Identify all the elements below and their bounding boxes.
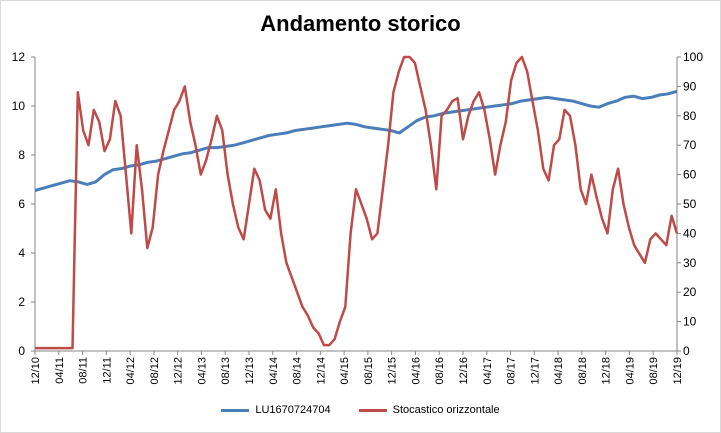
x-tick-label: 08/14 [292,357,304,385]
right-tick-label: 40 [683,226,697,240]
x-tick-label: 12/19 [672,357,684,385]
x-tick-label: 08/18 [577,357,589,385]
right-tick-label: 60 [683,168,697,182]
x-tick-label: 12/10 [30,357,42,385]
x-tick-label: 04/15 [339,357,351,385]
right-tick-label: 50 [683,197,697,211]
right-tick-label: 90 [683,79,697,93]
right-tick-label: 0 [683,344,690,358]
x-tick-label: 04/19 [624,357,636,385]
x-tick-label: 04/13 [196,357,208,385]
x-tick-label: 08/12 [149,357,161,385]
right-tick-label: 10 [683,315,697,329]
legend-item-series-2: Stocastico orizzontale [358,404,500,416]
legend-label-series-2: Stocastico orizzontale [392,404,500,416]
left-tick-label: 12 [12,50,26,64]
legend-swatch-blue [221,408,250,412]
x-tick-label: 12/11 [101,357,113,384]
x-tick-label: 04/12 [125,357,137,385]
x-tick-label: 12/18 [601,357,613,385]
left-tick-label: 4 [18,246,25,260]
x-tick-label: 08/13 [220,357,232,385]
x-tick-label: 12/12 [173,357,185,385]
legend-label-series-1: LU1670724704 [255,404,331,416]
right-tick-label: 100 [683,50,703,64]
x-tick-label: 08/15 [363,357,375,385]
series-line-1 [34,89,678,192]
right-tick-label: 80 [683,109,697,123]
x-tick-label: 08/16 [434,357,446,385]
right-tick-label: 30 [683,256,697,270]
chart-title: Andamento storico [260,11,461,36]
series-line-2 [35,55,679,350]
left-tick-label: 2 [18,295,25,309]
left-tick-label: 8 [18,148,25,162]
x-tick-label: 04/14 [268,357,280,385]
x-tick-label: 08/11 [78,357,90,384]
x-tick-label: 12/15 [387,357,399,385]
x-tick-label: 12/14 [315,357,327,385]
x-tick-label: 04/17 [482,357,494,385]
x-tick-label: 08/17 [506,357,518,385]
legend-item-series-1: LU1670724704 [221,404,331,416]
legend-swatch-red [358,408,387,412]
chart-legend: LU1670724704 Stocastico orizzontale [1,404,720,416]
x-tick-label: 12/13 [244,357,256,385]
x-tick-label: 12/16 [458,357,470,385]
right-tick-label: 20 [683,285,697,299]
x-tick-label: 04/16 [410,357,422,385]
x-tick-label: 04/18 [553,357,565,385]
x-tick-label: 08/19 [648,357,660,385]
left-tick-label: 6 [18,197,25,211]
x-tick-label: 04/11 [54,357,66,384]
left-tick-label: 10 [12,99,26,113]
right-tick-label: 70 [683,138,697,152]
left-tick-label: 0 [18,344,25,358]
x-tick-label: 12/17 [529,357,541,385]
